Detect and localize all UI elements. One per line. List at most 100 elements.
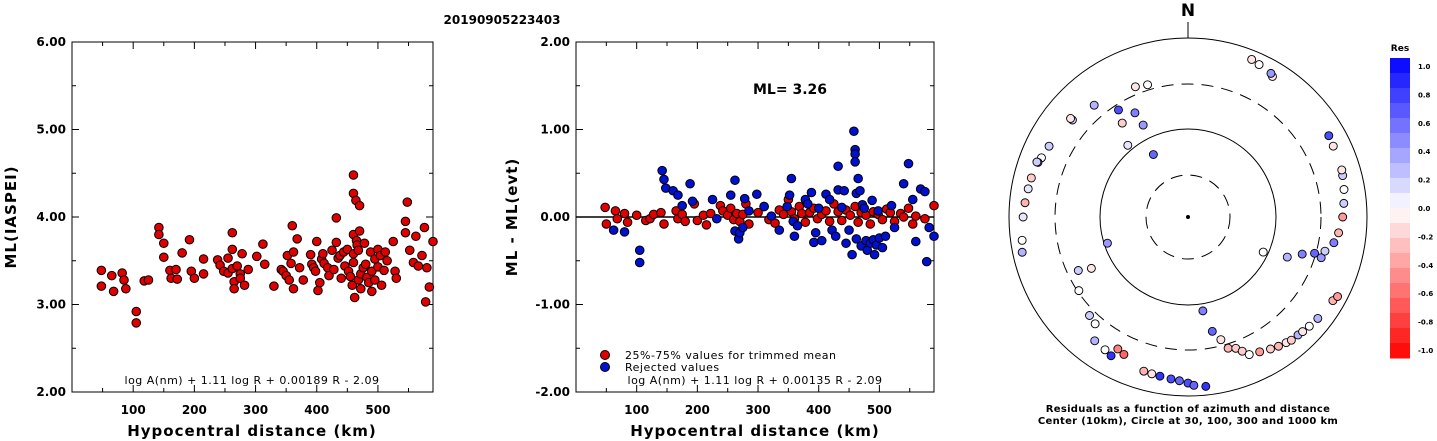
x-tick-label: 500 xyxy=(867,403,892,417)
data-point xyxy=(880,231,891,242)
station-point xyxy=(1023,184,1033,194)
legend-swatch xyxy=(1390,133,1410,149)
data-point xyxy=(177,248,187,258)
data-point xyxy=(612,213,623,224)
data-point xyxy=(877,214,888,225)
data-point xyxy=(305,249,316,260)
data-point xyxy=(692,215,703,226)
data-point xyxy=(907,219,918,229)
legend-swatch xyxy=(1390,103,1410,119)
legend-swatch xyxy=(1390,193,1410,209)
legend-labels: 1.0 0.8 0.6 0.4 0.2 0.0 -0.2 -0.4 -0.6 -0.8 -1.0 xyxy=(1418,63,1433,355)
data-point xyxy=(859,203,870,214)
x-tick-label: 400 xyxy=(304,403,329,417)
data-point xyxy=(315,277,325,288)
data-point xyxy=(759,201,769,212)
station-point xyxy=(1328,141,1338,151)
data-point xyxy=(189,273,200,284)
data-point xyxy=(154,229,164,240)
data-point xyxy=(873,206,883,216)
data-point xyxy=(836,215,847,226)
data-point xyxy=(223,253,233,263)
formula-annotation: log A(nm) + 1.11 log R + 0.00189 R - 2.0… xyxy=(125,374,380,387)
data-point xyxy=(404,245,415,256)
data-point xyxy=(673,190,683,200)
data-point xyxy=(402,197,413,207)
polar-caption-line1: Residuals as a function of azimuth and d… xyxy=(1046,404,1330,415)
data-point xyxy=(420,297,431,307)
data-point xyxy=(739,193,750,204)
data-point xyxy=(634,245,645,256)
legend-value-label: 0.2 xyxy=(1418,177,1431,185)
data-point xyxy=(379,265,389,276)
data-point xyxy=(766,211,777,221)
data-point xyxy=(329,264,339,275)
data-point xyxy=(237,248,247,259)
station-point xyxy=(1100,345,1110,355)
data-point xyxy=(725,203,736,214)
station-point xyxy=(1274,341,1283,351)
data-point xyxy=(235,273,246,284)
station-point xyxy=(1247,55,1257,64)
legend-swatch xyxy=(1390,328,1410,344)
data-point xyxy=(239,280,250,291)
data-point xyxy=(354,200,365,211)
data-point xyxy=(284,275,295,285)
station-point xyxy=(1114,105,1123,115)
station-point xyxy=(1320,246,1330,256)
ring-300km xyxy=(1054,83,1322,351)
data-point xyxy=(752,189,762,200)
data-point xyxy=(286,258,296,269)
station-residual-points xyxy=(1017,55,1349,391)
data-point xyxy=(419,222,430,233)
data-point xyxy=(920,186,930,197)
legend-swatches xyxy=(1390,58,1410,359)
azimuth-residual-plot: N Residuals as a function of azimuth and… xyxy=(1008,1,1368,427)
ml-residual-chart: -2.00 -1.00 0.00 1.00 2.00 100 200 300 400 500 M… xyxy=(503,35,939,440)
station-point xyxy=(1090,319,1100,329)
station-point xyxy=(1017,235,1027,245)
data-point xyxy=(411,231,421,242)
data-point xyxy=(400,227,411,238)
station-point xyxy=(1298,327,1308,337)
data-point xyxy=(830,231,841,242)
data-point xyxy=(380,247,391,257)
ml-value-label: ML= 3.26 xyxy=(753,82,827,98)
station-point xyxy=(1255,347,1265,357)
station-point xyxy=(1138,120,1148,130)
x-axis-ticks: 100 200 300 400 500 xyxy=(102,42,410,417)
data-point xyxy=(677,200,687,211)
data-point xyxy=(659,174,669,185)
data-point xyxy=(298,275,309,285)
legend-value-label: -0.4 xyxy=(1418,262,1433,270)
legend-swatch xyxy=(1390,253,1410,269)
station-point xyxy=(1201,381,1211,391)
ml-vs-distance-chart: 2.00 3.00 4.00 5.00 6.00 100 200 300 400 500 log… xyxy=(2,35,438,440)
data-point xyxy=(898,178,909,189)
data-point xyxy=(424,282,435,292)
data-point xyxy=(288,247,299,257)
data-point xyxy=(600,202,610,213)
legend-swatch xyxy=(1390,178,1410,194)
data-point xyxy=(802,199,813,209)
data-point xyxy=(855,185,865,196)
data-point xyxy=(258,239,268,249)
data-point xyxy=(929,200,939,211)
data-point xyxy=(108,286,119,297)
data-point xyxy=(227,244,238,255)
legend-title: Res xyxy=(1391,44,1409,54)
data-point xyxy=(903,203,914,214)
station-point xyxy=(1086,263,1096,273)
data-point xyxy=(839,185,849,196)
data-point xyxy=(311,236,322,247)
center-dot xyxy=(1186,215,1190,219)
legend-label-trimmed: 25%-75% values for trimmed mean xyxy=(625,349,837,362)
station-point xyxy=(1338,212,1348,222)
station-point xyxy=(1216,335,1226,345)
data-point xyxy=(348,170,359,180)
station-point xyxy=(1066,114,1076,123)
data-point xyxy=(806,187,817,198)
y-axis-label: ML(IASPEI) xyxy=(2,165,20,268)
data-point xyxy=(331,213,342,223)
data-point xyxy=(657,165,667,176)
